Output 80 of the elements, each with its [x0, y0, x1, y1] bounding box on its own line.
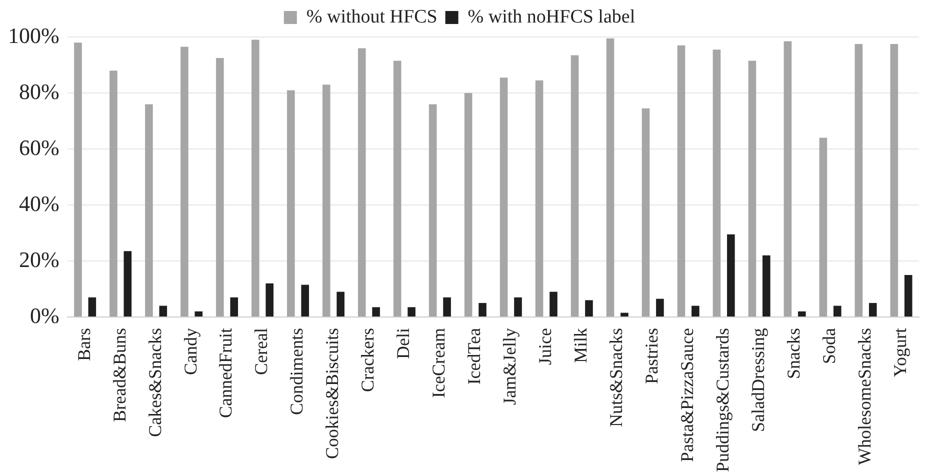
legend-label: % with noHFCS label [468, 6, 636, 28]
bar [252, 40, 260, 316]
x-tick-label: Pasta&PizzaSauce [677, 328, 698, 462]
x-tick-label: IcedTea [464, 328, 484, 385]
bar [145, 104, 153, 316]
legend-label: % without HFCS [306, 6, 438, 28]
x-tick-label: Snacks [784, 328, 804, 379]
x-tick-label: CannedFruit [216, 328, 236, 418]
bar [514, 297, 522, 316]
bar [656, 298, 664, 316]
bar [230, 297, 238, 316]
bar [784, 41, 792, 316]
bar [110, 70, 118, 316]
bar [642, 108, 650, 316]
x-tick-label: SaladDressing [748, 328, 768, 432]
y-tick-label: 0% [30, 302, 60, 328]
x-tick-label: Soda [819, 328, 840, 364]
x-tick-label: Bars [74, 328, 94, 361]
x-tick-label: Deli [393, 328, 414, 359]
x-tick-label: Bread&Buns [109, 328, 130, 422]
x-tick-label: Crackers [358, 328, 378, 392]
bar [408, 307, 416, 316]
bar [677, 45, 686, 316]
x-tick-label: WholesomeSnacks [854, 328, 875, 465]
bar [692, 306, 700, 316]
x-tick-label: Juice [535, 328, 556, 365]
y-tick-label: 100% [8, 22, 60, 48]
y-tick-label: 40% [19, 190, 60, 216]
bar [336, 292, 344, 316]
bar [798, 311, 806, 316]
bar [550, 292, 558, 316]
bar [301, 284, 309, 316]
x-tick-label: Cookies&Biscuits [322, 328, 342, 459]
x-tick-label: Candy [180, 328, 200, 375]
bar [428, 104, 437, 316]
bar [535, 80, 544, 316]
bar [620, 312, 628, 316]
bar [286, 90, 295, 316]
bar [890, 44, 898, 316]
bar [443, 297, 451, 316]
bar [74, 42, 82, 316]
bar [322, 84, 330, 316]
x-tick-label: Milk [570, 328, 591, 363]
bar [393, 60, 402, 316]
bar [372, 307, 380, 316]
x-tick-label: Yogurt [890, 328, 910, 378]
y-tick-label: 60% [19, 134, 60, 160]
bar [854, 44, 863, 316]
bar [500, 78, 508, 316]
bar [819, 138, 828, 316]
bar [904, 274, 912, 316]
x-tick-label: Condiments [286, 328, 307, 415]
bar [762, 255, 770, 316]
bar [585, 300, 593, 316]
bar [216, 58, 224, 316]
bar [833, 306, 842, 316]
bar [712, 50, 721, 316]
y-tick-label: 20% [19, 246, 60, 272]
bar [88, 297, 96, 316]
bar [124, 251, 132, 316]
x-tick-label: Puddings&Custards [712, 328, 733, 472]
x-tick-label: IceCream [428, 328, 449, 398]
bar [727, 234, 735, 316]
bar [159, 306, 168, 316]
x-tick-label: Cakes&Snacks [144, 328, 165, 437]
bar [570, 55, 579, 316]
bar [868, 302, 877, 316]
bar [358, 48, 366, 316]
x-tick-label: Jam&Jelly [500, 328, 520, 405]
bar [478, 302, 486, 316]
y-tick-label: 80% [19, 78, 60, 104]
bar [748, 60, 756, 316]
bar [606, 38, 614, 316]
bar [180, 46, 188, 316]
bar [194, 311, 203, 316]
x-tick-label: Pastries [642, 328, 662, 384]
bar [464, 92, 472, 316]
bar [266, 283, 274, 316]
x-tick-label: Cereal [251, 328, 272, 375]
x-tick-label: Nuts&Snacks [606, 328, 626, 427]
